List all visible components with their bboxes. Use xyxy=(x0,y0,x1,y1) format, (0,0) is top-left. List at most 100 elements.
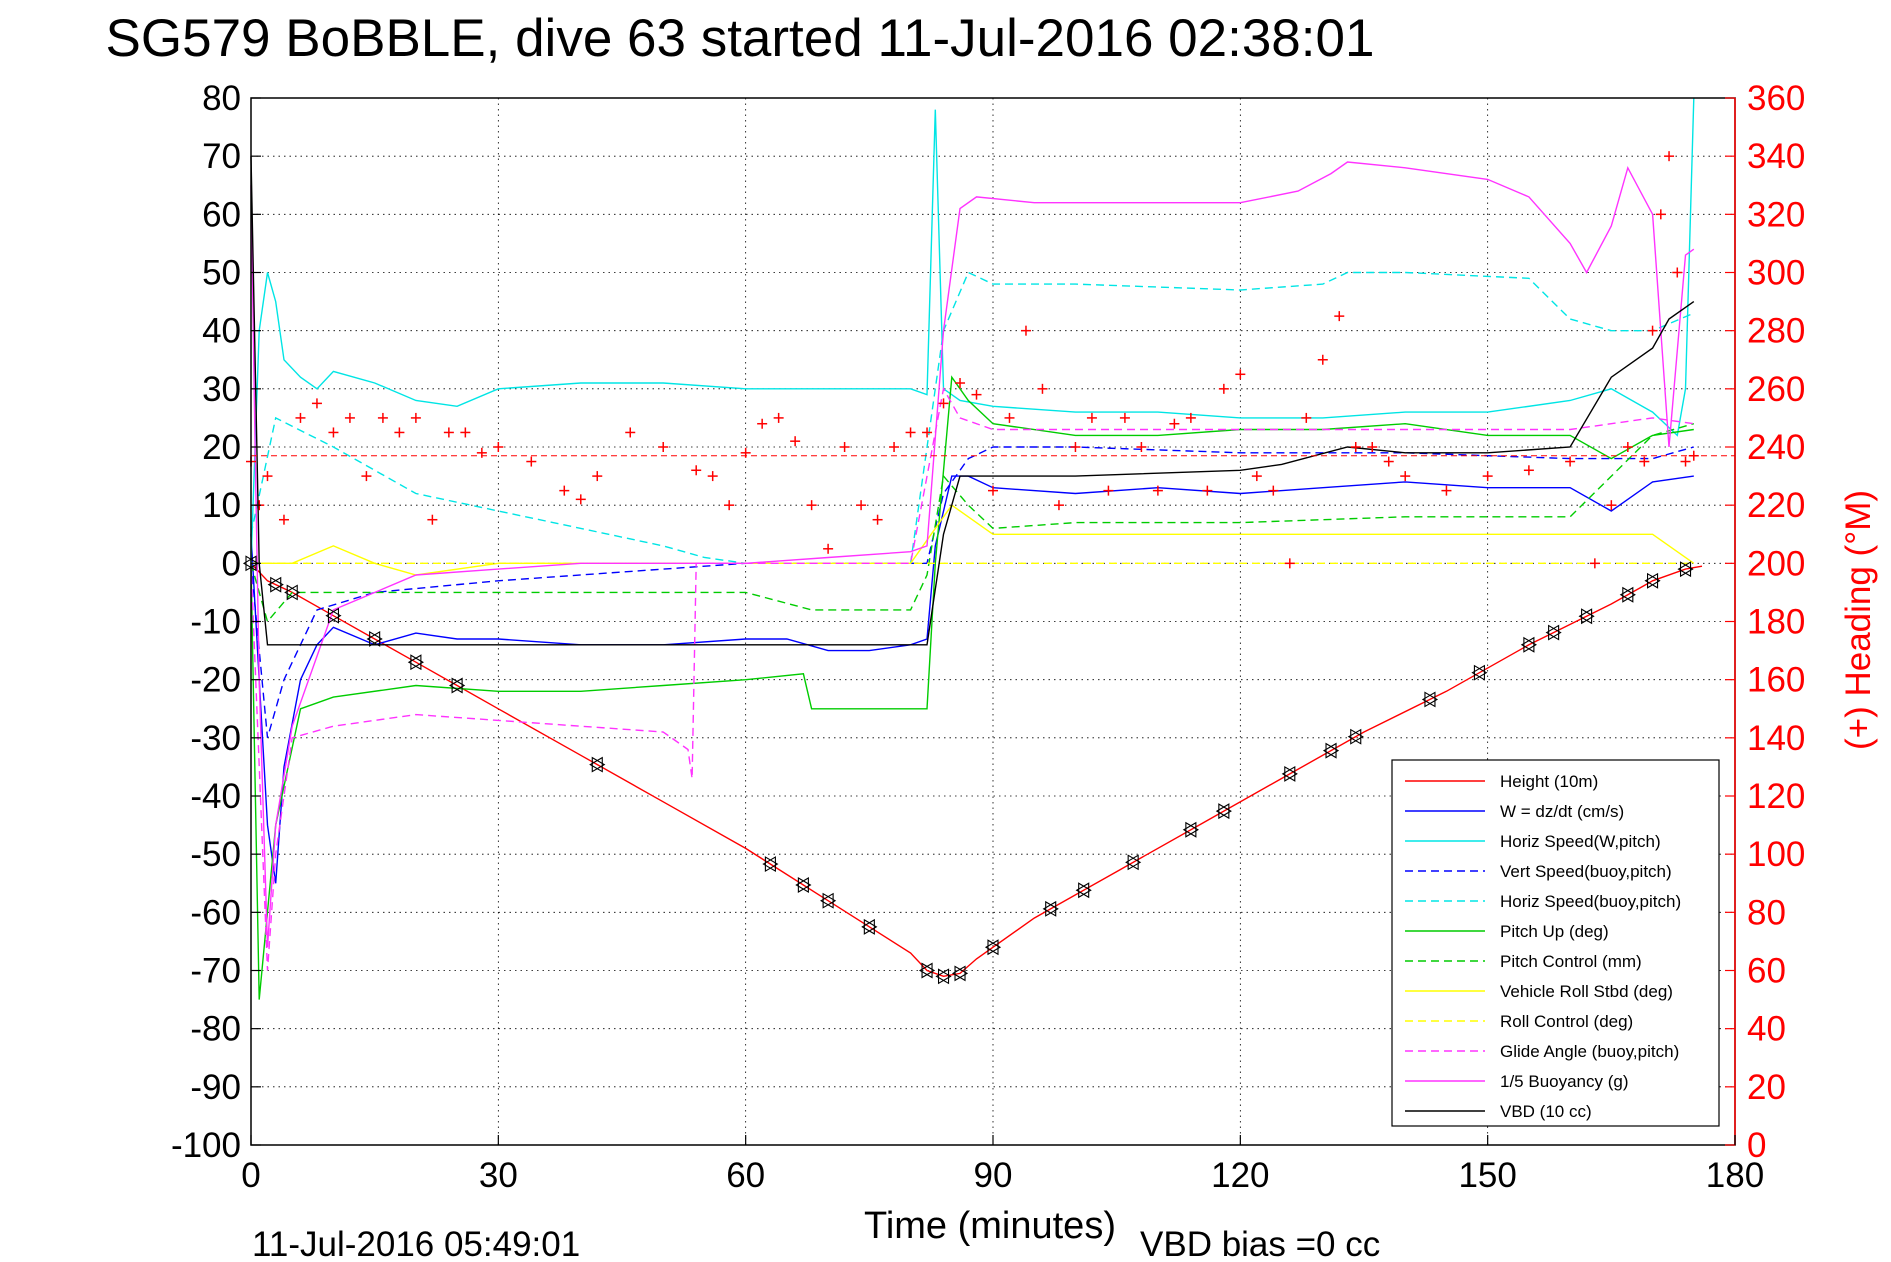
y-tick-label: 50 xyxy=(202,254,241,293)
legend-box xyxy=(1391,759,1720,1127)
triangle-marker xyxy=(1322,742,1340,759)
triangle-marker xyxy=(1619,586,1636,603)
y-tick-label: 70 xyxy=(202,137,241,176)
heading-point xyxy=(1284,558,1295,569)
heading-point xyxy=(658,442,669,452)
heading-point xyxy=(377,412,388,423)
heading-point xyxy=(394,427,405,438)
heading-point xyxy=(1152,485,1163,496)
triangle-marker xyxy=(1421,691,1439,708)
legend-item: Roll Control (deg) xyxy=(1405,1012,1633,1031)
heading-point xyxy=(1639,456,1650,467)
heading-point xyxy=(278,514,289,525)
x-tick-label: 90 xyxy=(974,1156,1013,1195)
legend-item: Glide Angle (buoy,pitch) xyxy=(1405,1042,1679,1061)
heading-point xyxy=(1301,412,1312,423)
y-tick-label: 60 xyxy=(202,195,241,234)
legend-label: W = dz/dt (cm/s) xyxy=(1500,802,1624,821)
y-right-tick-label: 20 xyxy=(1747,1068,1786,1107)
heading-point xyxy=(592,471,603,482)
heading-point xyxy=(493,442,504,452)
x-tick-label: 180 xyxy=(1706,1156,1764,1195)
triangle-marker xyxy=(795,877,812,893)
x-tick-label: 0 xyxy=(241,1156,260,1195)
y-right-tick-label: 260 xyxy=(1747,370,1805,409)
heading-point xyxy=(328,427,339,438)
heading-point xyxy=(773,412,784,423)
legend-item: Height (10m) xyxy=(1405,772,1598,791)
heading-point xyxy=(427,514,438,525)
heading-point xyxy=(955,378,966,389)
series-line-0 xyxy=(250,562,1703,978)
heading-point xyxy=(1367,442,1378,452)
legend-item: Vehicle Roll Stbd (deg) xyxy=(1405,982,1673,1001)
series-line-7 xyxy=(251,504,1695,576)
heading-point xyxy=(1350,442,1361,452)
y-axis-right: 3603403203002802602402202001801601401201… xyxy=(1725,79,1805,1165)
heading-point xyxy=(1482,471,1493,482)
y-tick-label: 0 xyxy=(222,544,241,583)
heading-point xyxy=(1169,418,1180,429)
y-right-tick-label: 200 xyxy=(1747,544,1805,583)
y-tick-label: -60 xyxy=(190,893,241,932)
heading-point xyxy=(856,500,867,511)
heading-point xyxy=(410,412,421,423)
heading-point xyxy=(889,442,900,452)
heading-point xyxy=(724,500,735,511)
x-tick-label: 150 xyxy=(1458,1156,1516,1195)
heading-point xyxy=(1136,442,1147,452)
triangle-marker xyxy=(951,965,969,982)
legend-label: Pitch Control (mm) xyxy=(1500,952,1642,971)
triangle-marker xyxy=(1182,821,1199,838)
heading-series xyxy=(246,151,1735,569)
legend-label: Pitch Up (deg) xyxy=(1500,922,1609,941)
y-right-tick-label: 0 xyxy=(1747,1126,1766,1165)
y-right-tick-label: 180 xyxy=(1747,603,1805,642)
heading-point xyxy=(691,465,702,476)
heading-point xyxy=(1086,412,1097,423)
heading-point xyxy=(1119,412,1130,423)
x-axis: 0 30 60 90 120 150 180 xyxy=(241,1135,1764,1195)
series-line-4 xyxy=(250,271,1695,564)
heading-point xyxy=(905,427,916,438)
y-right-tick-label: 300 xyxy=(1747,254,1805,293)
heading-point xyxy=(1202,485,1213,496)
legend-label: Height (10m) xyxy=(1500,772,1598,791)
series-line-11 xyxy=(250,156,1695,646)
triangle-marker xyxy=(407,654,424,671)
triangle-markers xyxy=(242,555,1694,985)
heading-point xyxy=(1622,442,1633,452)
y-tick-label: -90 xyxy=(190,1068,241,1107)
heading-point xyxy=(1004,412,1015,423)
y-tick-label: -10 xyxy=(190,603,241,642)
triangle-marker xyxy=(1520,636,1537,653)
legend-item: 1/5 Buoyancy (g) xyxy=(1405,1072,1629,1091)
legend-label: Horiz Speed(buoy,pitch) xyxy=(1500,892,1681,911)
heading-point xyxy=(1688,450,1699,461)
triangle-marker xyxy=(1545,624,1562,641)
legend-item: Pitch Control (mm) xyxy=(1405,952,1642,971)
triangle-marker xyxy=(1042,900,1059,917)
y-right-tick-label: 160 xyxy=(1747,661,1805,700)
heading-point xyxy=(1655,209,1666,220)
triangle-marker xyxy=(984,939,1002,956)
y-tick-label: 20 xyxy=(202,428,241,467)
heading-point xyxy=(575,494,586,505)
y-right-tick-label: 140 xyxy=(1747,719,1805,758)
y-right-tick-label: 100 xyxy=(1747,835,1805,874)
heading-point xyxy=(1053,500,1064,511)
y-right-tick-label: 320 xyxy=(1747,195,1805,234)
triangle-marker xyxy=(267,576,284,593)
heading-point xyxy=(476,447,487,458)
heading-point xyxy=(971,389,982,400)
heading-point xyxy=(790,436,801,447)
y-tick-label: -30 xyxy=(190,719,241,758)
heading-point xyxy=(1218,383,1229,394)
y-right-tick-label: 360 xyxy=(1747,79,1805,118)
heading-point xyxy=(740,447,751,458)
triangle-marker xyxy=(325,607,342,624)
y-right-tick-label: 120 xyxy=(1747,777,1805,816)
heading-point xyxy=(707,471,718,482)
vbd-bias: VBD bias =0 cc xyxy=(1140,1225,1380,1262)
triangle-marker xyxy=(935,968,952,985)
